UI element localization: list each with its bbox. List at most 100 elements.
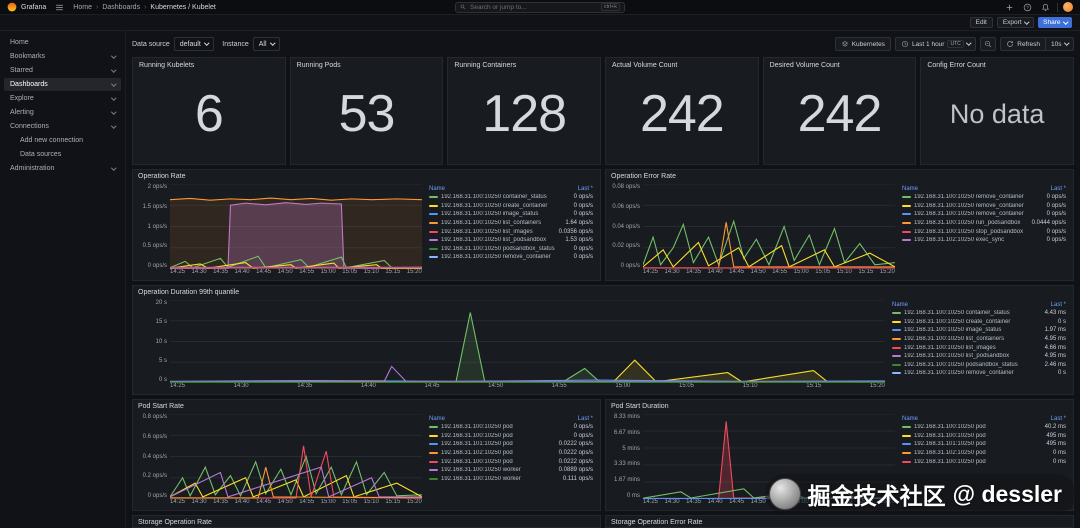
sidebar-item[interactable]: Alerting [4,106,121,119]
sidebar-item[interactable]: Dashboards [4,78,121,91]
panel-title[interactable]: Running Containers [454,62,517,69]
legend-row[interactable]: 192.168.31.100:10250 list_containers 1.6… [427,219,595,228]
export-button[interactable]: Export [996,17,1035,28]
legend-row[interactable]: 192.168.31.100:10250 remove_container 0 … [890,369,1068,378]
edit-button[interactable]: Edit [969,17,993,28]
legend-row[interactable]: 192.168.31.100:10250 container_status 0 … [427,193,595,202]
legend-header-last[interactable]: Last * [1050,416,1066,422]
legend-header-last[interactable]: Last * [577,416,593,422]
sidebar-item[interactable]: Add new connection [4,134,121,147]
breadcrumb-home[interactable]: Home [73,3,92,11]
sidebar-item-label: Home [10,39,29,46]
legend-row[interactable]: 192.168.31.100:10250 remove_container 0 … [427,253,595,262]
sidebar-item[interactable]: Starred [4,64,121,77]
series-last-value: 0 ms [1052,458,1066,465]
legend-row[interactable]: 192.168.31.100:10250 pod 0 ms [900,457,1068,466]
axis-tick: 15:10 [363,269,379,275]
series-name: 192.168.31.100:10250 remove_container [904,370,1014,377]
time-range-picker[interactable]: Last 1 hour UTC [894,37,977,51]
legend-row[interactable]: 192.168.31.100:10250 remove_container 0 … [900,210,1068,219]
legend-row[interactable]: 192.168.31.100:10250 pod 0 ops/s [427,423,595,432]
panel-title[interactable]: Operation Error Rate [611,173,676,180]
legend-row[interactable]: 192.168.31.100:10250 worker 0.0889 ops/s [427,466,595,475]
y-axis: 20 s 15 s 10 s 5 s 0 s [136,300,170,383]
grafana-logo[interactable]: Grafana [7,2,46,12]
legend-row[interactable]: 192.168.31.100:10250 stop_podsandbox 0 o… [900,227,1068,236]
chart-plot[interactable] [170,414,422,499]
legend-header-name[interactable]: Name [892,302,909,308]
legend-header-last[interactable]: Last * [577,186,593,192]
legend-row[interactable]: 192.168.31.100:10250 list_images 0.0356 … [427,227,595,236]
legend-row[interactable]: 192.168.31.100:10250 podsandbox_status 2… [890,361,1068,370]
legend-row[interactable]: 192.168.31.100:10250 remove_container 0 … [900,193,1068,202]
chart-plot[interactable] [170,300,885,383]
panel-title[interactable]: Actual Volume Count [612,62,678,69]
breadcrumb-dashboards[interactable]: Dashboards [92,4,140,11]
sidebar-item[interactable]: Connections [4,120,121,133]
legend-header-name[interactable]: Name [902,416,919,422]
panel-title[interactable]: Storage Operation Rate [138,519,212,526]
user-avatar[interactable] [1063,2,1073,12]
legend-header-name[interactable]: Name [429,416,446,422]
search-input[interactable]: Search or jump to... ctrl+k [455,1,625,13]
panel-title[interactable]: Running Kubelets [139,62,195,69]
legend-row[interactable]: 192.168.31.100:10250 list_podsandbox 4.9… [890,352,1068,361]
datasource-select[interactable]: default [173,37,215,51]
chart-plot[interactable] [643,184,895,269]
legend-row[interactable]: 192.168.31.100:10250 image_status 1.97 m… [890,326,1068,335]
panel-title[interactable]: Pod Start Rate [138,403,184,410]
legend-row[interactable]: 192.168.31.100:10250 pod 0 ops/s [427,432,595,441]
legend-row[interactable]: 192.168.31.100:10250 remove_container 0 … [900,202,1068,211]
sidebar-item[interactable]: Data sources [4,148,121,161]
legend-header-last[interactable]: Last * [1050,302,1066,308]
legend-row[interactable]: 192.168.31.100:10250 image_status 0 ops/… [427,210,595,219]
legend-row[interactable]: 192.168.31.100:10250 pod 40.2 ms [900,423,1068,432]
clock-icon [901,40,908,48]
legend-row[interactable]: 192.168.31.100:10250 pod 495 ms [900,432,1068,441]
chart-plot[interactable] [170,184,422,269]
panel-title[interactable]: Desired Volume Count [769,62,840,69]
legend-row[interactable]: 192.168.31.100:10250 container_status 4.… [890,309,1068,318]
panel-title[interactable]: Storage Operation Error Rate [611,519,703,526]
sidebar-item[interactable]: Explore [4,92,121,105]
refresh-button[interactable]: Refresh [1000,37,1047,51]
sidebar-item[interactable]: Home [4,36,121,49]
sidebar-item[interactable]: Administration [4,162,121,175]
axis-tick: 15:05 [815,269,831,275]
search-shortcut-badge: ctrl+k [600,3,620,11]
legend-row[interactable]: 192.168.31.100:10250 create_container 0 … [890,318,1068,327]
mega-menu-toggle[interactable] [53,1,66,14]
help-button[interactable]: ? [1021,1,1034,14]
legend-row[interactable]: 192.168.31.100:10250 podsandbox_status 0… [427,245,595,254]
legend-row[interactable]: 192.168.31.102:10250 pod 0 ms [900,449,1068,458]
legend-header-name[interactable]: Name [429,186,446,192]
legend-row[interactable]: 192.168.31.100:10250 list_containers 4.9… [890,335,1068,344]
panel-title[interactable]: Config Error Count [927,62,986,69]
instance-select[interactable]: All [252,37,281,51]
legend-header-last[interactable]: Last * [1050,186,1066,192]
panel-title[interactable]: Operation Duration 99th quantile [138,289,240,296]
refresh-interval-select[interactable]: 10s [1046,37,1074,51]
add-button[interactable] [1003,1,1016,14]
kubernetes-tag-button[interactable]: Kubernetes [834,37,891,51]
legend-row[interactable]: 192.168.31.102:10250 pod 0.0222 ops/s [427,449,595,458]
legend-row[interactable]: 192.168.31.102:10250 exec_sync 0 ops/s [900,236,1068,245]
panel-title[interactable]: Operation Rate [138,173,186,180]
panel-title[interactable]: Pod Start Duration [611,403,669,410]
share-button[interactable]: Share [1038,17,1072,28]
legend-row[interactable]: 192.168.31.100:10250 pod 0.0222 ops/s [427,457,595,466]
legend-row[interactable]: 192.168.31.100:10250 worker 0.111 ops/s [427,475,595,484]
panel-title[interactable]: Running Pods [296,62,341,69]
legend-row[interactable]: 192.168.31.101:10250 pod 495 ms [900,440,1068,449]
legend-header-name[interactable]: Name [902,186,919,192]
sidebar-item[interactable]: Bookmarks [4,50,121,63]
zoom-out-button[interactable] [980,37,997,51]
legend-row[interactable]: 192.168.31.101:10250 pod 0.0222 ops/s [427,440,595,449]
notifications-button[interactable] [1039,1,1052,14]
series-color-swatch [892,338,901,341]
legend-row[interactable]: 192.168.31.100:10250 create_container 0 … [427,202,595,211]
legend-row[interactable]: 192.168.31.100:10250 list_podsandbox 1.5… [427,236,595,245]
series-color-swatch [892,355,901,358]
legend-row[interactable]: 192.168.31.100:10250 run_podsandbox 0.04… [900,219,1068,228]
legend-row[interactable]: 192.168.31.100:10250 list_images 4.66 ms [890,343,1068,352]
